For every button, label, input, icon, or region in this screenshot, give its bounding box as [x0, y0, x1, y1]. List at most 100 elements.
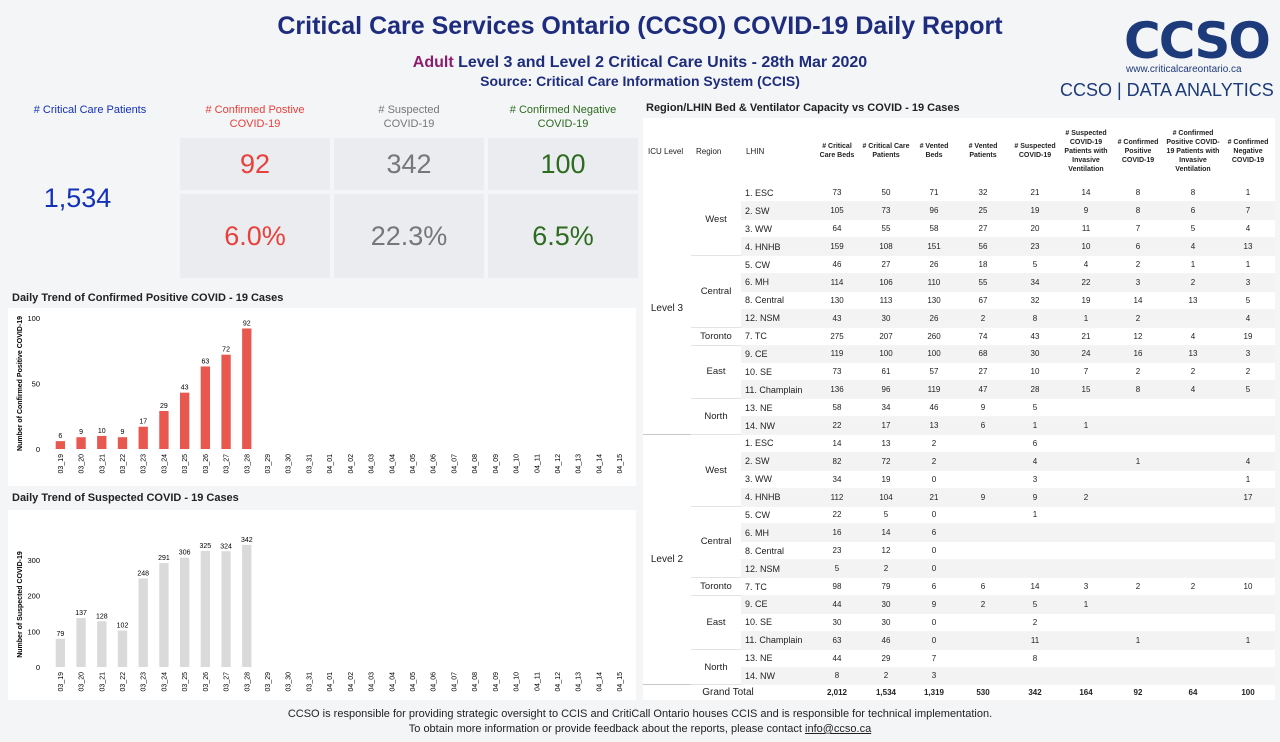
kpi-negative-label-2: COVID-19: [537, 118, 589, 130]
region-cell: North: [691, 398, 741, 435]
x-tick-label: 03_26: [203, 454, 210, 474]
table-row: 10. SE 73 61 57 27 10 7 2 2 2: [643, 362, 1275, 382]
value-cell: [1165, 559, 1221, 579]
value-cell: 7: [911, 649, 957, 668]
grand-total-value: 1,534: [861, 684, 911, 702]
grand-total-value: 92: [1111, 684, 1165, 702]
table-row: 6. MH 16 14 6: [643, 523, 1275, 543]
table-row: 11. Champlain 63 46 0 11 1 1: [643, 631, 1275, 650]
grand-total-value: 2,012: [813, 684, 861, 702]
value-cell: [1165, 595, 1221, 614]
value-cell: 119: [813, 345, 861, 364]
grand-total-value: 100: [1221, 684, 1275, 702]
bar: [200, 550, 211, 667]
report-subtitle: Adult Level 3 and Level 2 Critical Care …: [0, 54, 1280, 72]
x-tick-label: 04_06: [431, 454, 438, 474]
value-cell: [1221, 595, 1275, 614]
table-row: 12. NSM 5 2 0: [643, 559, 1275, 579]
data-label: 79: [56, 631, 64, 638]
value-cell: 2: [911, 452, 957, 471]
x-tick-label: 04_13: [576, 672, 583, 692]
value-cell: 72: [861, 452, 911, 471]
capacity-table-panel: ICU Level Region LHIN # Critical Care Be…: [643, 118, 1275, 702]
value-cell: 2: [957, 595, 1009, 614]
value-cell: 2: [1165, 273, 1221, 292]
value-cell: 57: [911, 362, 957, 382]
x-tick-label: 03_26: [203, 672, 210, 692]
value-cell: [1009, 523, 1061, 543]
value-cell: [957, 470, 1009, 489]
data-label: 291: [158, 555, 170, 562]
lhin-cell: 2. SW: [741, 201, 813, 221]
value-cell: 104: [861, 488, 911, 507]
value-cell: [957, 559, 1009, 579]
x-tick-label: 03_21: [99, 454, 106, 474]
lhin-cell: 1. ESC: [741, 434, 813, 453]
footer-email-link[interactable]: info@ccso.ca: [805, 723, 872, 735]
data-label: 324: [220, 543, 232, 550]
value-cell: [1221, 667, 1275, 686]
x-tick-label: 04_06: [431, 672, 438, 692]
value-cell: 22: [1061, 273, 1111, 292]
subtitle-adult: Adult: [412, 54, 454, 71]
value-cell: 2: [861, 667, 911, 686]
kpi-suspected-pct: 22.3%: [370, 220, 448, 251]
data-label: 43: [181, 385, 189, 392]
value-cell: [1061, 559, 1111, 579]
table-row: North 13. NE 58 34 46 9 5: [643, 398, 1275, 435]
value-cell: 151: [911, 237, 957, 257]
value-cell: 43: [813, 309, 861, 328]
value-cell: 58: [813, 398, 861, 418]
kpi-positive-count-box: 92: [180, 138, 330, 190]
value-cell: 30: [861, 309, 911, 328]
value-cell: 100: [911, 345, 957, 364]
lhin-cell: 10. SE: [741, 362, 813, 382]
col-suspected: # Suspected COVID-19: [1014, 143, 1056, 159]
value-cell: 130: [911, 291, 957, 310]
value-cell: 2: [1111, 309, 1165, 328]
capacity-table: ICU Level Region LHIN # Critical Care Be…: [643, 118, 1275, 702]
bar: [55, 638, 66, 667]
value-cell: 34: [861, 398, 911, 418]
col-region: Region: [696, 146, 722, 156]
value-cell: [1221, 506, 1275, 525]
value-cell: [1111, 434, 1165, 453]
value-cell: 3: [1009, 470, 1061, 489]
value-cell: 6: [957, 416, 1009, 435]
value-cell: [1061, 398, 1111, 418]
x-tick-label: 03_28: [244, 454, 251, 474]
value-cell: 21: [911, 488, 957, 507]
value-cell: 79: [861, 577, 911, 596]
value-cell: 68: [957, 345, 1009, 364]
value-cell: [1221, 434, 1275, 453]
value-cell: 1: [1221, 470, 1275, 489]
x-tick-label: 03_20: [79, 454, 86, 474]
value-cell: 96: [861, 380, 911, 400]
value-cell: 19: [1061, 291, 1111, 310]
x-tick-label: 03_25: [182, 672, 189, 692]
suspected-chart-title: Daily Trend of Suspected COVID - 19 Case…: [12, 492, 239, 504]
value-cell: 106: [861, 273, 911, 292]
value-cell: 16: [1111, 345, 1165, 364]
report-source: Source: Critical Care Information System…: [480, 73, 800, 89]
value-cell: [1221, 613, 1275, 632]
data-label: 63: [201, 358, 209, 365]
data-label: 342: [241, 537, 253, 544]
positive-trend-svg: Number of Confirmed Positive COVID-19 0 50…: [17, 314, 624, 474]
col-suspected-vent: # Suspected COVID-19 Patients with Invas…: [1064, 129, 1108, 173]
x-tick-label: 04_05: [410, 672, 417, 692]
value-cell: [957, 523, 1009, 543]
value-cell: [1165, 667, 1221, 686]
value-cell: [1009, 541, 1061, 561]
value-cell: 67: [957, 291, 1009, 310]
y-tick-label: 0: [36, 663, 40, 672]
x-tick-label: 04_07: [451, 454, 458, 474]
value-cell: [1111, 416, 1165, 435]
x-tick-label: 03_24: [161, 454, 168, 474]
value-cell: 1: [1061, 595, 1111, 614]
y-tick-label: 200: [27, 592, 40, 601]
value-cell: 22: [813, 506, 861, 525]
x-tick-label: 04_10: [514, 454, 521, 474]
x-tick-label: 04_01: [327, 672, 334, 692]
data-label: 102: [117, 623, 129, 630]
